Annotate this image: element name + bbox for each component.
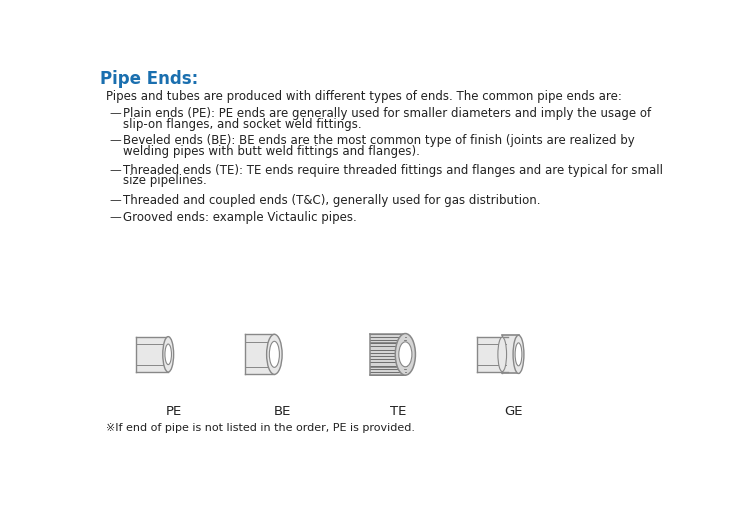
Text: —: — xyxy=(109,211,121,224)
Text: Threaded and coupled ends (T&C), generally used for gas distribution.: Threaded and coupled ends (T&C), general… xyxy=(123,194,541,207)
Text: —: — xyxy=(109,163,121,176)
Polygon shape xyxy=(477,337,508,372)
Polygon shape xyxy=(136,337,168,372)
Text: Grooved ends: example Victaulic pipes.: Grooved ends: example Victaulic pipes. xyxy=(123,211,357,224)
Text: Pipes and tubes are produced with different types of ends. The common pipe ends : Pipes and tubes are produced with differ… xyxy=(106,90,622,103)
Ellipse shape xyxy=(163,337,173,372)
Ellipse shape xyxy=(399,342,412,367)
Text: —: — xyxy=(109,134,121,147)
Text: size pipelines.: size pipelines. xyxy=(123,174,207,187)
Text: welding pipes with butt weld fittings and flanges).: welding pipes with butt weld fittings an… xyxy=(123,145,420,158)
Text: Beveled ends (BE): BE ends are the most common type of finish (joints are realiz: Beveled ends (BE): BE ends are the most … xyxy=(123,134,635,147)
Ellipse shape xyxy=(513,335,524,374)
Ellipse shape xyxy=(396,334,415,376)
Text: GE: GE xyxy=(504,405,523,417)
Polygon shape xyxy=(370,334,405,376)
Ellipse shape xyxy=(165,345,171,365)
Text: Threaded ends (TE): TE ends require threaded fittings and flanges and are typica: Threaded ends (TE): TE ends require thre… xyxy=(123,163,663,176)
Ellipse shape xyxy=(266,334,282,375)
Ellipse shape xyxy=(498,337,506,372)
Text: Pipe Ends:: Pipe Ends: xyxy=(100,70,199,88)
Text: ※If end of pipe is not listed in the order, PE is provided.: ※If end of pipe is not listed in the ord… xyxy=(106,422,415,432)
Text: Plain ends (PE): PE ends are generally used for smaller diameters and imply the : Plain ends (PE): PE ends are generally u… xyxy=(123,107,652,120)
Ellipse shape xyxy=(515,343,522,366)
Ellipse shape xyxy=(269,342,280,367)
Text: —: — xyxy=(109,194,121,207)
Text: BE: BE xyxy=(274,405,291,417)
Text: PE: PE xyxy=(165,405,182,417)
Text: —: — xyxy=(109,107,121,120)
Text: TE: TE xyxy=(390,405,407,417)
Polygon shape xyxy=(503,335,519,374)
Polygon shape xyxy=(245,334,275,375)
Text: slip-on flanges, and socket weld fittings.: slip-on flanges, and socket weld fitting… xyxy=(123,118,362,131)
